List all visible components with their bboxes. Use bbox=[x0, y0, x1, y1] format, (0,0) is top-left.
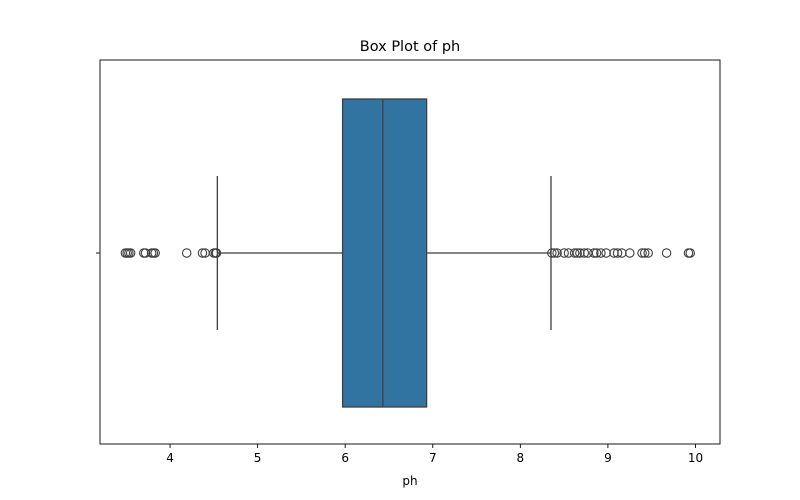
x-tick-label: 6 bbox=[341, 451, 349, 465]
x-axis-title: ph bbox=[402, 474, 417, 488]
x-axis: 4 5 6 7 8 9 10 bbox=[166, 444, 703, 465]
x-tick-label: 9 bbox=[604, 451, 612, 465]
plot-area bbox=[121, 99, 694, 407]
x-tick-label: 4 bbox=[166, 451, 174, 465]
x-tick-label: 5 bbox=[254, 451, 262, 465]
outlier-point bbox=[182, 249, 190, 257]
outlier-point bbox=[626, 249, 634, 257]
outlier-point bbox=[662, 249, 670, 257]
x-tick-label: 7 bbox=[429, 451, 437, 465]
x-tick-label: 10 bbox=[688, 451, 703, 465]
x-tick-label: 8 bbox=[517, 451, 525, 465]
chart-title: Box Plot of ph bbox=[360, 39, 460, 55]
iqr-box bbox=[343, 99, 427, 407]
outlier-point bbox=[602, 249, 610, 257]
